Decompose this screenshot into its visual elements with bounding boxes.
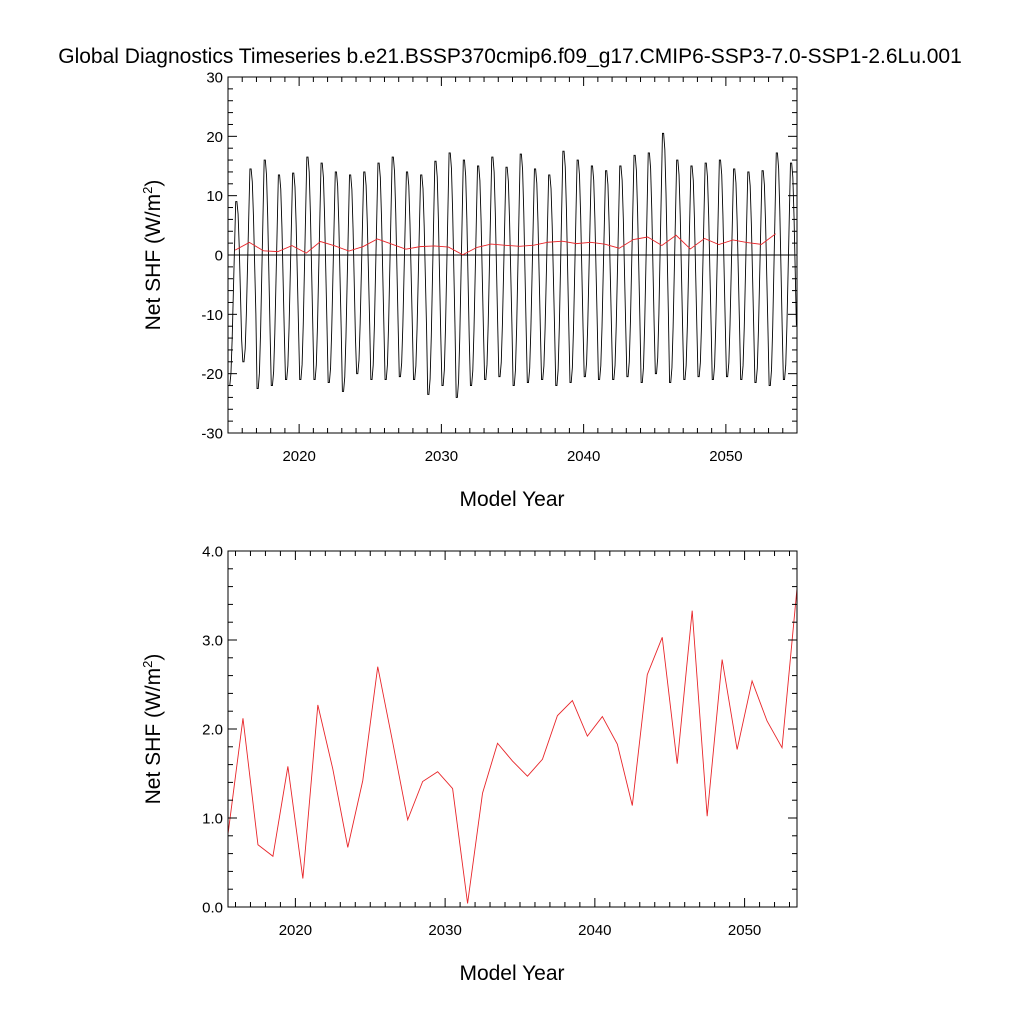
plot-area-top [228, 132, 797, 398]
y-tick-label: 2.0 [202, 722, 223, 739]
y-axis-label-bottom-sup: 2 [140, 661, 155, 668]
y-tick-label: 3.0 [202, 633, 223, 650]
x-axis-label-bottom: Model Year [459, 962, 564, 985]
y-tick-label: -10 [201, 307, 223, 324]
x-tick-label: 2030 [425, 448, 458, 465]
y-axis-label-top-sup: 2 [140, 187, 155, 194]
y-axis-label-bottom: Net SHF (W/m2) [140, 654, 165, 805]
y-tick-label: 10 [206, 188, 223, 205]
x-tick-label: 2050 [709, 448, 742, 465]
x-axis-label-top: Model Year [459, 488, 564, 511]
x-tick-label: 2030 [428, 922, 461, 939]
y-axis-label-top-close: ) [142, 180, 165, 187]
x-tick-label: 2040 [567, 448, 600, 465]
series-line-annual [228, 588, 797, 904]
x-tick-label: 2020 [282, 448, 315, 465]
timeseries-panel-bottom: 0.0 1.0 2.0 3.0 4.0 2020 2030 2040 2050 Model Ye… [140, 544, 798, 985]
y-tick-label: -30 [201, 426, 223, 443]
y-tick-label: 4.0 [202, 544, 223, 561]
y-tick-label: 0 [215, 248, 223, 265]
y-axis-label-bottom-close: ) [142, 654, 165, 661]
x-tick-label: 2040 [578, 922, 611, 939]
y-tick-label: 1.0 [202, 811, 223, 828]
y-tick-label: 0.0 [202, 900, 223, 917]
x-tick-label: 2050 [728, 922, 761, 939]
series-line-annual [234, 233, 776, 256]
y-tick-label: 20 [206, 129, 223, 146]
y-axis-label-top: Net SHF (W/m2) [140, 180, 165, 331]
axis-ticks-bottom: 0.0 1.0 2.0 3.0 4.0 2020 2030 2040 2050 [202, 544, 797, 939]
y-axis-label-bottom-main: Net SHF (W/m [142, 668, 165, 805]
x-tick-label: 2020 [279, 922, 312, 939]
plot-area-bottom [228, 588, 797, 904]
plot-frame-bottom [227, 550, 798, 908]
series-group-1 [228, 588, 797, 904]
y-tick-label: -20 [201, 366, 223, 383]
series-line-monthly [228, 132, 797, 398]
y-axis-label-top-main: Net SHF (W/m [142, 194, 165, 331]
y-tick-label: 30 [206, 70, 223, 87]
series-group-0 [228, 132, 797, 398]
chart-title: Global Diagnostics Timeseries b.e21.BSSP… [58, 45, 962, 68]
